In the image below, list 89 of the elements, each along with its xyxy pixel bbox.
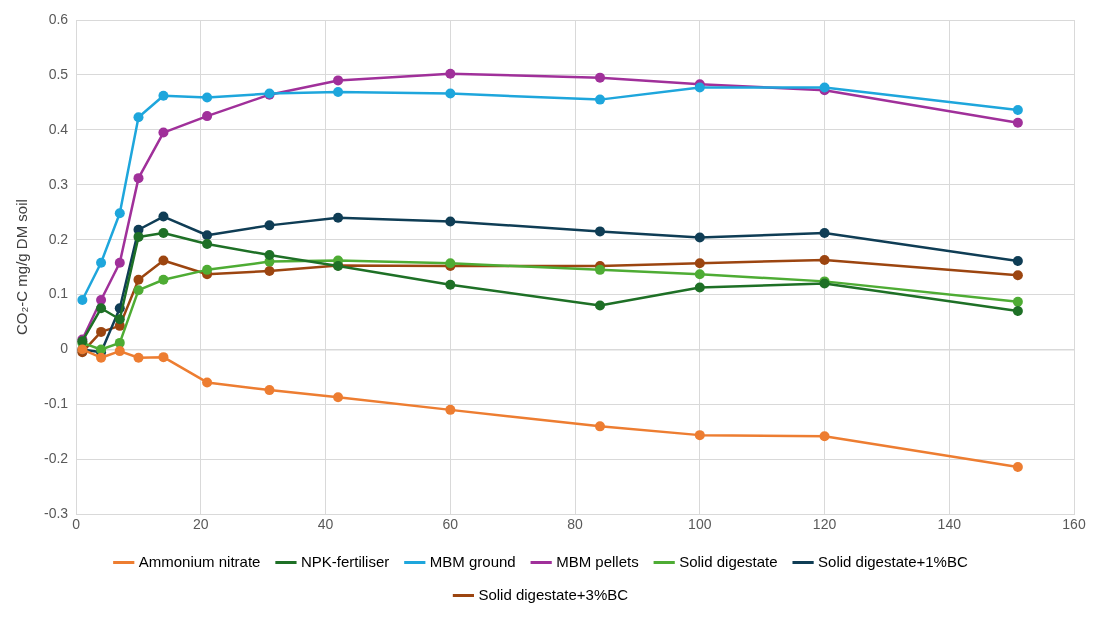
point bbox=[445, 216, 456, 227]
y-tick-label: -0.1 bbox=[44, 395, 69, 412]
x-tick-label: 120 bbox=[812, 516, 837, 533]
legend-label: MBM pellets bbox=[556, 552, 639, 570]
legend-label: Solid digestate+1%BC bbox=[818, 552, 968, 570]
point bbox=[96, 352, 107, 363]
point bbox=[77, 295, 88, 306]
point bbox=[595, 226, 606, 237]
y-axis-title: CO₂-C mg/g DM soil bbox=[13, 199, 31, 336]
point bbox=[133, 352, 144, 363]
point bbox=[114, 208, 125, 219]
x-tick-label: 40 bbox=[317, 516, 334, 533]
point bbox=[133, 274, 144, 285]
point bbox=[264, 250, 275, 261]
point bbox=[333, 86, 344, 97]
point bbox=[202, 230, 213, 241]
y-tick-label: 0.1 bbox=[48, 285, 69, 302]
point bbox=[595, 94, 606, 105]
point bbox=[202, 92, 213, 103]
legend-label: Ammonium nitrate bbox=[138, 552, 261, 570]
point bbox=[595, 264, 606, 275]
point bbox=[114, 314, 125, 325]
legend-label: Solid digestate bbox=[679, 552, 778, 570]
point bbox=[133, 231, 144, 242]
x-tick-label: 160 bbox=[1062, 516, 1086, 533]
point bbox=[333, 212, 344, 223]
y-tick-label: -0.3 bbox=[44, 505, 69, 522]
point bbox=[694, 269, 705, 280]
y-tick-label: 0.6 bbox=[48, 10, 69, 27]
point bbox=[445, 279, 456, 290]
point bbox=[694, 232, 705, 243]
x-tick-label: 80 bbox=[567, 516, 584, 533]
x-tick-label: 140 bbox=[937, 516, 962, 533]
point bbox=[133, 173, 144, 184]
point bbox=[264, 385, 275, 396]
point bbox=[1012, 306, 1023, 317]
point bbox=[1012, 256, 1023, 267]
point bbox=[158, 90, 169, 101]
point bbox=[202, 239, 213, 250]
point bbox=[264, 220, 275, 231]
point bbox=[96, 326, 107, 337]
point bbox=[333, 392, 344, 403]
legend-label: NPK-fertiliser bbox=[300, 552, 390, 570]
point bbox=[202, 264, 213, 275]
y-tick-label: 0.2 bbox=[48, 230, 69, 247]
x-tick-label: 0 bbox=[72, 516, 81, 533]
point bbox=[202, 111, 213, 122]
point bbox=[158, 211, 169, 222]
x-tick-label: 60 bbox=[442, 516, 459, 533]
y-tick-label: 0.5 bbox=[48, 65, 69, 82]
point bbox=[595, 421, 606, 432]
point bbox=[1012, 461, 1023, 472]
point bbox=[445, 68, 456, 79]
point bbox=[333, 75, 344, 86]
point bbox=[819, 228, 830, 239]
point bbox=[694, 430, 705, 441]
point bbox=[114, 257, 125, 268]
point bbox=[819, 254, 830, 265]
legend-label: Solid digestate+3%BC bbox=[478, 585, 629, 603]
y-tick-label: 0 bbox=[60, 340, 69, 357]
point bbox=[114, 346, 125, 357]
point bbox=[133, 285, 144, 296]
point bbox=[595, 300, 606, 311]
point bbox=[96, 257, 107, 268]
point bbox=[694, 258, 705, 269]
point bbox=[694, 282, 705, 293]
point bbox=[133, 112, 144, 123]
point bbox=[158, 127, 169, 138]
x-tick-label: 20 bbox=[193, 516, 209, 533]
point bbox=[445, 88, 456, 99]
point bbox=[595, 72, 606, 83]
point bbox=[1012, 270, 1023, 281]
point bbox=[819, 431, 830, 442]
point bbox=[1012, 117, 1023, 128]
point bbox=[445, 404, 456, 415]
point bbox=[1012, 105, 1023, 116]
point bbox=[96, 303, 107, 314]
y-tick-label: 0.4 bbox=[48, 120, 69, 137]
point bbox=[158, 228, 169, 239]
point bbox=[264, 265, 275, 276]
legend-label: MBM ground bbox=[429, 552, 516, 570]
y-tick-label: 0.3 bbox=[48, 175, 69, 192]
x-tick-label: 100 bbox=[688, 516, 712, 533]
point bbox=[1012, 296, 1023, 307]
point bbox=[158, 255, 169, 266]
point bbox=[158, 352, 169, 363]
y-tick-label: -0.2 bbox=[44, 450, 69, 467]
point bbox=[202, 377, 213, 388]
point bbox=[158, 274, 169, 285]
